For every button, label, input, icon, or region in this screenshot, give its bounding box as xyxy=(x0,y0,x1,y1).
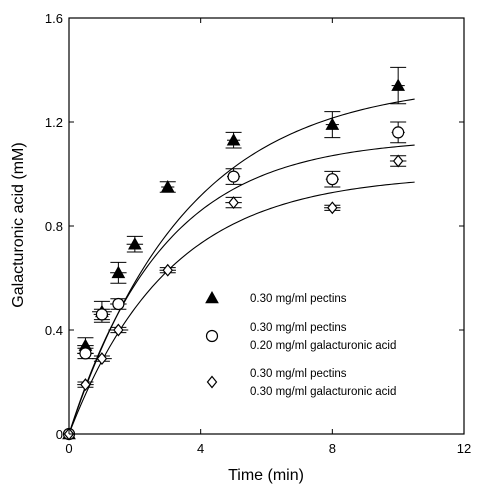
x-tick-label: 0 xyxy=(65,441,72,456)
data-point-series-1 xyxy=(111,265,126,279)
data-point-series-3 xyxy=(80,378,91,392)
legend-marker-series-2 xyxy=(205,329,219,343)
data-point-series-3 xyxy=(96,352,108,366)
data-point-series-1 xyxy=(391,78,406,91)
y-tick-label: 1.6 xyxy=(45,11,63,26)
data-point-series-1 xyxy=(226,133,241,146)
x-tick-label: 4 xyxy=(197,441,204,456)
data-point-series-2 xyxy=(392,126,405,139)
fit-curve-series-3 xyxy=(68,181,415,435)
y-axis-ticks: 0 0.4 0.8 1.2 1.6 xyxy=(45,11,464,442)
data-markers xyxy=(62,78,406,441)
y-axis-title: Galacturonic acid (mM) xyxy=(10,142,27,307)
x-axis-title: Time (min) xyxy=(228,467,304,484)
legend-label: 0.30 mg/ml pectins xyxy=(250,293,347,305)
legend-label: 0.30 mg/ml galacturonic acid xyxy=(250,386,396,398)
legend: 0.30 mg/ml pectins 0.30 mg/ml pectins 0.20… xyxy=(205,290,396,398)
y-tick-label: 0.8 xyxy=(45,219,63,234)
fit-curve-series-2 xyxy=(68,144,415,435)
y-tick-label: 0.4 xyxy=(45,323,63,338)
legend-label: 0.30 mg/ml pectins xyxy=(250,322,347,334)
x-axis-ticks: 0 4 8 12 xyxy=(65,18,471,456)
fit-curves xyxy=(68,98,415,435)
legend-marker-series-1 xyxy=(205,290,219,304)
y-tick-label: 1.2 xyxy=(45,115,63,130)
data-point-series-3 xyxy=(113,323,124,337)
data-point-series-1 xyxy=(325,117,340,130)
legend-marker-series-3 xyxy=(206,375,218,389)
data-point-series-1 xyxy=(127,237,142,250)
data-point-series-3 xyxy=(392,154,404,168)
data-point-series-2 xyxy=(95,308,109,321)
data-point-series-3 xyxy=(162,263,174,277)
data-point-series-2 xyxy=(227,170,240,183)
data-point-series-2 xyxy=(112,297,125,311)
data-point-series-2 xyxy=(79,347,92,360)
data-point-series-2 xyxy=(326,173,339,186)
legend-label: 0.30 mg/ml pectins xyxy=(250,368,347,380)
fit-curve-series-1 xyxy=(68,98,415,435)
data-point-series-3 xyxy=(228,196,239,210)
data-point-series-1 xyxy=(160,179,175,193)
y-tick-label: 0 xyxy=(56,427,63,442)
legend-label: 0.20 mg/ml galacturonic acid xyxy=(250,340,396,352)
x-tick-label: 12 xyxy=(457,441,471,456)
data-point-series-3 xyxy=(327,201,338,215)
x-tick-label: 8 xyxy=(329,441,336,456)
